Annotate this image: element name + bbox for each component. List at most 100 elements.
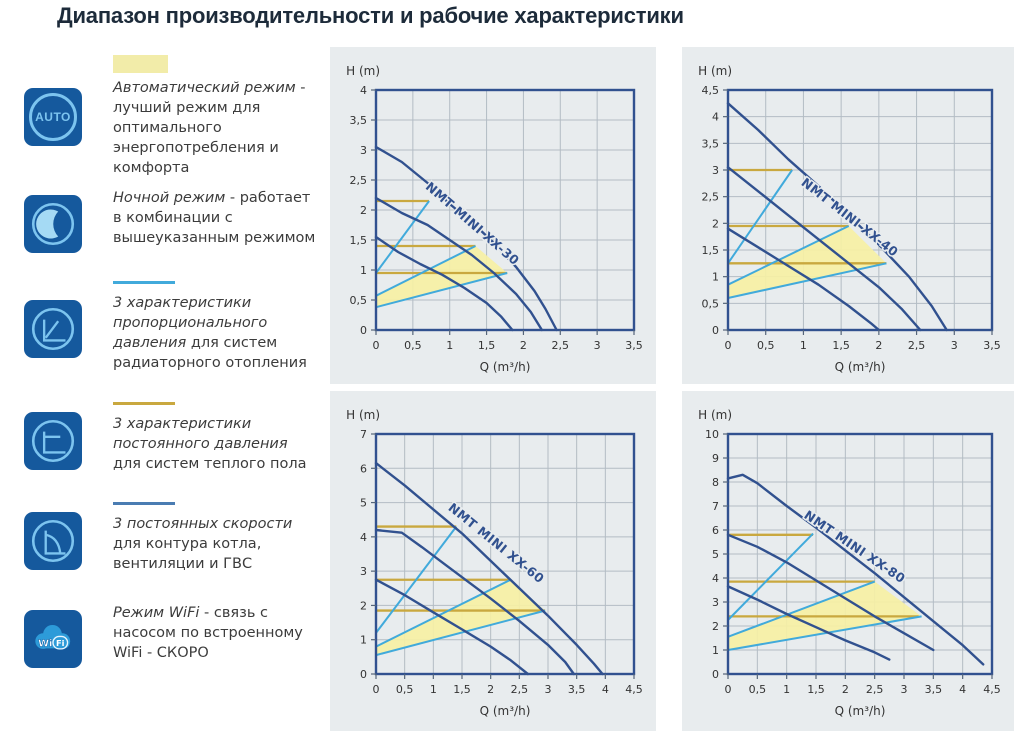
night-mode-icon	[24, 195, 82, 253]
legend-text: 3 постоянных скорости для контура котла,…	[113, 516, 293, 572]
svg-text:1: 1	[446, 339, 453, 352]
svg-text:0,5: 0,5	[350, 294, 368, 307]
proportional-pressure-swatch	[113, 281, 175, 284]
svg-text:0,5: 0,5	[702, 297, 720, 310]
svg-text:10: 10	[705, 428, 719, 441]
svg-text:1,5: 1,5	[350, 234, 368, 247]
svg-text:3: 3	[901, 683, 908, 696]
svg-text:2: 2	[520, 339, 527, 352]
svg-text:2: 2	[360, 204, 367, 217]
auto-mode-icon: AUTO	[24, 88, 82, 146]
legend-text: 3 характеристики пропорционального давле…	[113, 295, 307, 371]
svg-text:5: 5	[360, 497, 367, 510]
auto-range-swatch	[113, 55, 168, 73]
speed-curve-icon	[31, 519, 75, 563]
svg-text:Q (m³/h): Q (m³/h)	[480, 704, 531, 718]
pump-curve-chart-xx-30: 0 0,5 1 1,5 2 2,5 3 3,5 4 0 0,5 1 1,5 2 2,5 3 3,5 H (m) Q …	[346, 64, 643, 374]
proportional-pressure-icon	[24, 300, 82, 358]
wifi-wi-label: Wi	[38, 638, 52, 649]
chart-panel-nmt-mini-xx-60: 0 1 2 3 4 5 6 7 0 0,5 1 1,5 2 2,5 3 3,5 4 4,5 H (m) Q (m³/h…	[330, 391, 656, 731]
svg-text:0: 0	[360, 668, 367, 681]
svg-text:0: 0	[725, 683, 732, 696]
svg-text:2: 2	[842, 683, 849, 696]
svg-text:1: 1	[430, 683, 437, 696]
svg-text:3,5: 3,5	[925, 683, 943, 696]
svg-text:1,5: 1,5	[702, 244, 720, 257]
svg-text:H (m): H (m)	[698, 408, 732, 422]
svg-text:0: 0	[712, 324, 719, 337]
svg-text:1: 1	[783, 683, 790, 696]
svg-text:2,5: 2,5	[702, 191, 720, 204]
svg-text:1,5: 1,5	[453, 683, 471, 696]
pump-curve-chart-xx-80: 0 1 2 3 4 5 6 7 8 9 10 0 0,5 1 1,5 2 2,5 3 3,5 4 4,5 H (m) Q (…	[698, 408, 1001, 718]
svg-text:9: 9	[712, 452, 719, 465]
svg-text:2: 2	[487, 683, 494, 696]
svg-text:0: 0	[373, 339, 380, 352]
svg-text:4: 4	[712, 572, 719, 585]
svg-text:0: 0	[725, 339, 732, 352]
svg-text:6: 6	[360, 462, 367, 475]
svg-text:2: 2	[875, 339, 882, 352]
constant-pressure-icon	[24, 412, 82, 470]
chart-panel-nmt-mini-xx-30: 0 0,5 1 1,5 2 2,5 3 3,5 4 0 0,5 1 1,5 2 2,5 3 3,5 H (m) Q …	[330, 47, 656, 384]
svg-text:4: 4	[360, 84, 367, 97]
svg-text:0,5: 0,5	[404, 339, 422, 352]
proportional-curve-icon	[31, 307, 75, 351]
svg-text:H (m): H (m)	[698, 64, 732, 78]
svg-text:3,5: 3,5	[625, 339, 643, 352]
auto-icon-label: AUTO	[35, 110, 71, 124]
svg-text:Q (m³/h): Q (m³/h)	[480, 360, 531, 374]
legend-text: Автоматический режим - лучший режим для …	[113, 80, 306, 176]
svg-text:3: 3	[360, 144, 367, 157]
svg-text:H (m): H (m)	[346, 64, 380, 78]
svg-text:4: 4	[712, 111, 719, 124]
svg-text:6: 6	[712, 524, 719, 537]
svg-text:2: 2	[712, 620, 719, 633]
svg-text:3,5: 3,5	[983, 339, 1001, 352]
svg-text:1: 1	[712, 644, 719, 657]
svg-text:3: 3	[712, 164, 719, 177]
svg-text:0: 0	[712, 668, 719, 681]
svg-text:0,5: 0,5	[396, 683, 414, 696]
svg-text:4: 4	[360, 531, 367, 544]
svg-text:NMT MINI XX-80: NMT MINI XX-80	[801, 507, 908, 586]
svg-text:0,5: 0,5	[757, 339, 775, 352]
constant-pressure-swatch	[113, 402, 175, 405]
legend-text: 3 характеристики постоянного давления дл…	[113, 416, 307, 472]
wifi-mode-icon: Wi Fi	[24, 610, 82, 668]
svg-text:2,5: 2,5	[511, 683, 529, 696]
svg-text:2,5: 2,5	[552, 339, 570, 352]
chart-panel-nmt-mini-xx-80: 0 1 2 3 4 5 6 7 8 9 10 0 0,5 1 1,5 2 2,5 3 3,5 4 4,5 H (m) Q (…	[682, 391, 1014, 731]
svg-text:1,5: 1,5	[478, 339, 496, 352]
svg-text:2: 2	[712, 217, 719, 230]
svg-text:1: 1	[360, 634, 367, 647]
legend-text: Ночной режим - работает в комбинации с в…	[113, 190, 316, 246]
constant-pressure-curve-icon	[31, 419, 75, 463]
svg-text:4: 4	[602, 683, 609, 696]
svg-text:0,5: 0,5	[749, 683, 767, 696]
svg-text:Q (m³/h): Q (m³/h)	[835, 360, 886, 374]
svg-text:5: 5	[712, 548, 719, 561]
svg-text:2,5: 2,5	[908, 339, 926, 352]
svg-text:1: 1	[712, 271, 719, 284]
page-title: Диапазон производительности и рабочие ха…	[57, 3, 684, 28]
svg-text:7: 7	[360, 428, 367, 441]
svg-text:8: 8	[712, 476, 719, 489]
svg-text:Q (m³/h): Q (m³/h)	[835, 704, 886, 718]
svg-text:1,5: 1,5	[832, 339, 850, 352]
svg-text:2,5: 2,5	[350, 174, 368, 187]
svg-text:0: 0	[360, 324, 367, 337]
svg-text:4,5: 4,5	[983, 683, 1001, 696]
svg-text:4,5: 4,5	[702, 84, 720, 97]
wifi-cloud-icon: Wi Fi	[35, 624, 71, 650]
svg-text:3: 3	[712, 596, 719, 609]
constant-speed-icon	[24, 512, 82, 570]
svg-text:4,5: 4,5	[625, 683, 643, 696]
svg-text:4: 4	[959, 683, 966, 696]
svg-text:0: 0	[373, 683, 380, 696]
constant-speed-swatch	[113, 502, 175, 505]
svg-text:3,5: 3,5	[568, 683, 586, 696]
svg-text:3: 3	[360, 565, 367, 578]
svg-text:3: 3	[545, 683, 552, 696]
svg-text:3,5: 3,5	[702, 137, 720, 150]
